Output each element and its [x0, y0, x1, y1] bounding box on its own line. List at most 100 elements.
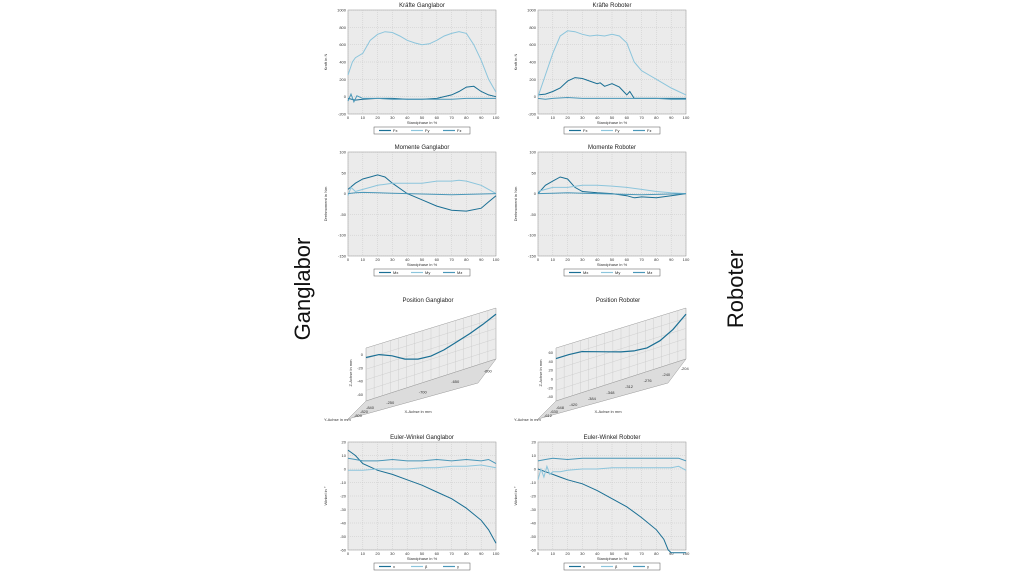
legend-entry: Fy: [425, 128, 429, 133]
y-tick-label: -20: [530, 494, 537, 499]
x-tick-label: 20: [375, 551, 380, 556]
y-tick-label: -30: [340, 507, 347, 512]
x-tick-label: 100: [493, 551, 500, 556]
x-tick-label: 0: [537, 115, 540, 120]
x-axis-label: X-Achse in mm: [404, 409, 432, 414]
x-tick-label: 40: [405, 115, 410, 120]
chart-title: Position Ganglabor: [402, 298, 453, 304]
x-tick-label: 60: [435, 115, 440, 120]
x-tick-label: 50: [420, 257, 425, 262]
y-tick-label: 600: [529, 42, 536, 47]
y-tick-label: 20: [342, 440, 347, 445]
z-axis-label: Z-Achse in mm: [348, 359, 353, 387]
x-tick-label: 40: [595, 551, 600, 556]
y-tick-label: -800: [354, 413, 363, 418]
y-tick-label: -40: [530, 521, 537, 526]
x-tick-label: -276: [644, 378, 653, 383]
z-tick-label: -20: [547, 385, 554, 390]
position-ganglabor-chart: Position Ganglabor 0 -20 -40 -60 -250 -700 -650…: [324, 298, 497, 422]
series-line-2: [348, 464, 497, 471]
z-axis-label: Z-Achse in mm: [538, 359, 543, 387]
wall-grid-line: [555, 338, 687, 380]
legend-entry: Fx: [393, 128, 397, 133]
floor-plane: [347, 358, 497, 420]
y-tick-label: -648: [556, 405, 565, 410]
x-tick-label: 80: [654, 257, 659, 262]
y-tick-label: -30: [530, 507, 537, 512]
x-tick-label: 0: [347, 551, 350, 556]
series-line-3: [347, 92, 496, 104]
ganglabor-side-label: Ganglabor: [290, 237, 315, 341]
x-axis-label: Standphase in %: [597, 120, 628, 125]
y-axis-label: Y-Achse in mm: [514, 417, 541, 422]
legend-entry: γ: [647, 564, 649, 569]
x-tick-label: 80: [464, 257, 469, 262]
forces-roboter-chart: Kräfte Roboter 0 10 20 30 40 50 60 70 80 90 100 -200…: [513, 3, 690, 135]
x-tick-label: 70: [449, 257, 454, 262]
x-tick-label: 50: [610, 115, 615, 120]
series-line-2: [537, 464, 687, 480]
x-tick-label: 80: [464, 551, 469, 556]
series-line-3: [347, 457, 497, 465]
legend-entry: Mz: [457, 270, 462, 275]
x-tick-label: 30: [580, 551, 585, 556]
y-tick-label: -840: [366, 405, 375, 410]
x-tick-label: 50: [610, 257, 615, 262]
x-tick-label: 80: [654, 115, 659, 120]
y-tick-label: -630: [550, 409, 559, 414]
x-tick-label: 40: [595, 115, 600, 120]
x-tick-label: -348: [606, 390, 615, 395]
y-tick-label: 1000: [337, 8, 347, 13]
chart-title: Kräfte Ganglabor: [399, 3, 445, 9]
legend-entry: Fz: [457, 128, 461, 133]
x-tick-label: -240: [662, 372, 671, 377]
x-tick-label: 90: [669, 257, 674, 262]
x-tick-label: -700: [419, 389, 428, 394]
y-axis-label: Winkel in °: [323, 486, 328, 505]
x-tick-label: -600: [484, 368, 493, 373]
x-axis-label: Standphase in %: [597, 262, 628, 267]
y-tick-label: 400: [529, 60, 536, 65]
wall-grid-line: [555, 328, 687, 370]
euler-roboter-chart: Euler-Winkel Roboter 0 10 20 30 40 50 60 70 80 90 1…: [513, 435, 690, 571]
y-tick-label: 20: [532, 440, 537, 445]
series-line-3: [537, 96, 686, 100]
legend-entry: Fz: [647, 128, 651, 133]
z-tick-label: 20: [549, 368, 554, 373]
y-tick-label: 0: [344, 191, 347, 196]
y-tick-label: -10: [530, 480, 537, 485]
y-tick-label: 100: [529, 150, 536, 155]
y-tick-label: 400: [339, 60, 346, 65]
chart-title: Euler-Winkel Roboter: [583, 435, 640, 441]
x-tick-label: 40: [595, 257, 600, 262]
trajectory-line: [555, 313, 687, 360]
y-tick-label: 0: [344, 94, 347, 99]
y-tick-label: 200: [339, 77, 346, 82]
chart-title: Kräfte Roboter: [592, 3, 631, 9]
wall-grid-line: [365, 348, 497, 391]
legend-entry: My: [425, 270, 430, 275]
y-tick-label: -100: [338, 233, 347, 238]
y-tick-label: 600: [339, 42, 346, 47]
y-tick-label: -150: [528, 254, 537, 259]
y-tick-label: 800: [529, 25, 536, 30]
roboter-side-label: Roboter: [723, 249, 748, 329]
euler-ganglabor-chart: Euler-Winkel Ganglabor 0 10 20 30 40 50 60 70 80 9…: [323, 435, 500, 571]
y-tick-label: 0: [344, 467, 347, 472]
x-tick-label: 20: [375, 115, 380, 120]
x-tick-label: 30: [390, 551, 395, 556]
y-tick-label: -820: [360, 409, 369, 414]
moments-roboter-chart: Momente Roboter 0 10 20 30 40 50 60 70 80 90 100 -15…: [513, 145, 690, 277]
y-axis-label: Kraft in N: [513, 54, 518, 71]
x-axis-label: Standphase in %: [407, 120, 438, 125]
y-tick-label: 10: [532, 453, 537, 458]
y-tick-label: -150: [338, 254, 347, 259]
x-tick-label: 20: [565, 115, 570, 120]
wall-grid-line: [365, 338, 497, 380]
x-axis-label: Standphase in %: [407, 556, 438, 561]
wall-grid-line: [365, 328, 497, 370]
series-line-1: [537, 468, 686, 554]
y-tick-label: 100: [339, 150, 346, 155]
y-tick-label: -60: [340, 548, 347, 553]
legend-entry: Fy: [615, 128, 619, 133]
